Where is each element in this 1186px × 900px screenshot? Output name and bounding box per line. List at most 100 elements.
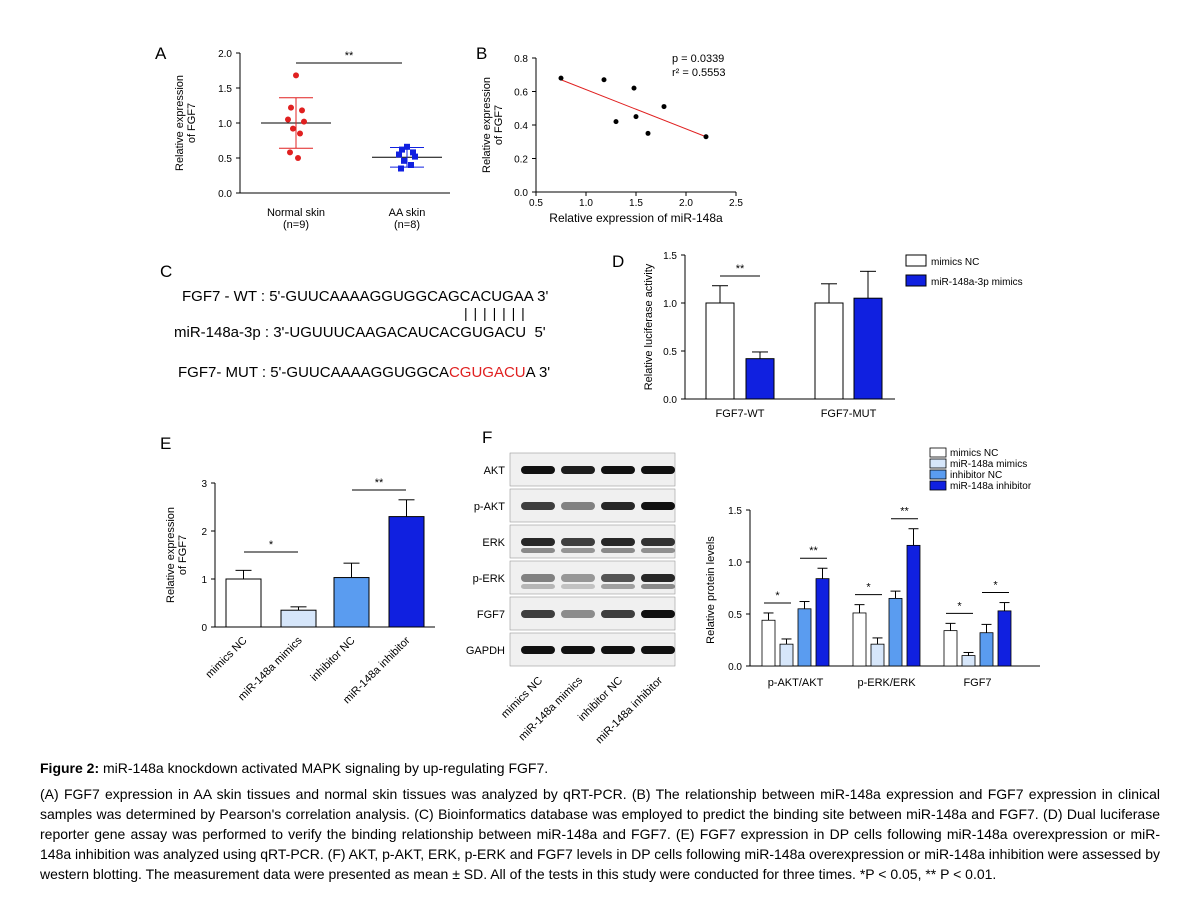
data-point [404,143,410,150]
y-tick-label: 0.0 [218,189,232,200]
y-tick-label: 0.5 [728,610,742,621]
y-tick-label: 2 [201,527,207,538]
bar [225,578,262,628]
blot-band-lower [601,584,635,589]
legend-swatch [905,274,927,287]
blot-row-label: AKT [484,465,506,477]
x-category-label: p-AKT/AKT [768,677,824,689]
wt-label: FGF7 - WT : 5'- [182,288,286,305]
sequence-alignment: FGF7 - WT : 5'-GUUCAAAAGGUGGCAGCACUGAA 3… [150,280,610,390]
caption-title-text: miR-148a knockdown activated MAPK signal… [99,760,549,776]
x-tick-label: 2.5 [729,198,743,209]
x-category-label: mimics NC [204,635,250,681]
stat-annotation: r² = 0.5553 [672,67,726,79]
bar [961,655,976,667]
data-point [412,153,418,160]
blot-band [601,502,635,510]
legend-swatch [929,469,947,480]
blot-band [641,610,675,618]
legend-swatch [929,458,947,469]
data-point [293,72,299,79]
data-point [631,85,637,91]
stat-annotation: p = 0.0339 [672,53,724,65]
blot-band [641,466,675,474]
x-category-label: inhibitor NC [308,635,357,684]
x-tick-label: 1.5 [629,198,643,209]
blot-row-label: ERK [482,537,505,549]
y-tick-label: 1.5 [218,84,232,95]
chart-b-correlation: 0.0 0.2 0.4 0.6 0.8 0.5 1.0 1.5 2.0 2.5 Relative e… [481,53,743,225]
y-tick-label: 1.0 [728,558,742,569]
blot-band [521,502,555,510]
blot-lane-label: miR-148a inhibitor [594,674,666,746]
y-tick-label: 0.5 [218,154,232,165]
legend-label: mimics NC [950,448,998,459]
bar [997,610,1012,667]
x-category-sublabel: (n=9) [283,219,309,231]
chart-d-luciferase: 0.0 0.5 1.0 1.5 Relative luciferase activity… [643,251,1023,420]
y-tick-label: 0.2 [514,155,528,166]
blot-band-lower [521,584,555,589]
y-tick-label: 1.0 [663,299,677,310]
bar [870,643,885,667]
panel-label-c: C [160,262,173,281]
blot-band-lower [561,548,595,553]
blot-band [561,610,595,618]
blot-band [601,610,635,618]
panel-label-e: E [160,434,172,453]
data-point [633,114,639,120]
bar [745,358,775,400]
bar [761,619,776,667]
y-tick-label: 0.8 [514,54,528,65]
blot-band [641,538,675,546]
blot-band [521,574,555,582]
bar [853,297,883,400]
wt-end: 3' [532,288,549,305]
legend-label: inhibitor NC [950,470,1002,481]
blot-band-lower [641,548,675,553]
x-category-sublabel: (n=8) [394,219,420,231]
significance-marker: * [957,600,962,612]
y-tick-label: 2.0 [218,49,232,60]
significance-marker: * [866,582,871,594]
x-axis-title: Relative expression of miR-148a [549,211,723,225]
y-axis-title: Relative expressionof FGF7 [165,507,189,603]
chart-a-scatter: 0.0 0.5 1.0 1.5 2.0 Relative expressionof FGF… [174,49,450,231]
x-tick-label: 2.0 [679,198,693,209]
blot-row-label: p-ERK [473,573,506,585]
significance-marker: ** [345,50,354,62]
bar [979,632,994,667]
data-point [661,104,667,110]
bar [814,302,844,400]
caption-body: (A) FGF7 expression in AA skin tissues a… [40,786,1160,882]
blot-band [601,646,635,654]
bar [333,577,370,628]
y-axis-title: Relative expressionof FGF7 [481,77,505,173]
y-tick-label: 3 [201,479,207,490]
x-tick-label: 1.0 [579,198,593,209]
blot-band [561,646,595,654]
x-category-label: AA skin [389,207,426,219]
blot-row-label: GAPDH [466,645,505,657]
wt-sequence: GUUCAAAAGGUGGCAGCACUGAA [285,288,533,305]
blot-band [601,538,635,546]
data-point [613,119,619,125]
mut-sequence-line: FGF7- MUT : 5'-GUUCAAAAGGUGGCACGUGACUA 3… [178,364,550,381]
blot-row-label: FGF7 [477,609,505,621]
x-category-label: FGF7-MUT [821,408,877,420]
significance-marker: ** [736,263,745,275]
data-point [703,134,709,140]
blot-band-lower [601,548,635,553]
data-point [396,151,402,158]
bar [280,609,317,628]
x-tick-label: 0.5 [529,198,543,209]
panel-label-a: A [155,44,167,63]
mir-sequence-line: miR-148a-3p : 3'-UGUUUCAAGACAUCACGUGACU … [174,324,546,341]
data-point [301,118,307,125]
x-category-label: p-ERK/ERK [857,677,916,689]
y-tick-label: 0.0 [663,395,677,406]
significance-marker: ** [375,477,384,489]
significance-marker: * [775,590,780,602]
